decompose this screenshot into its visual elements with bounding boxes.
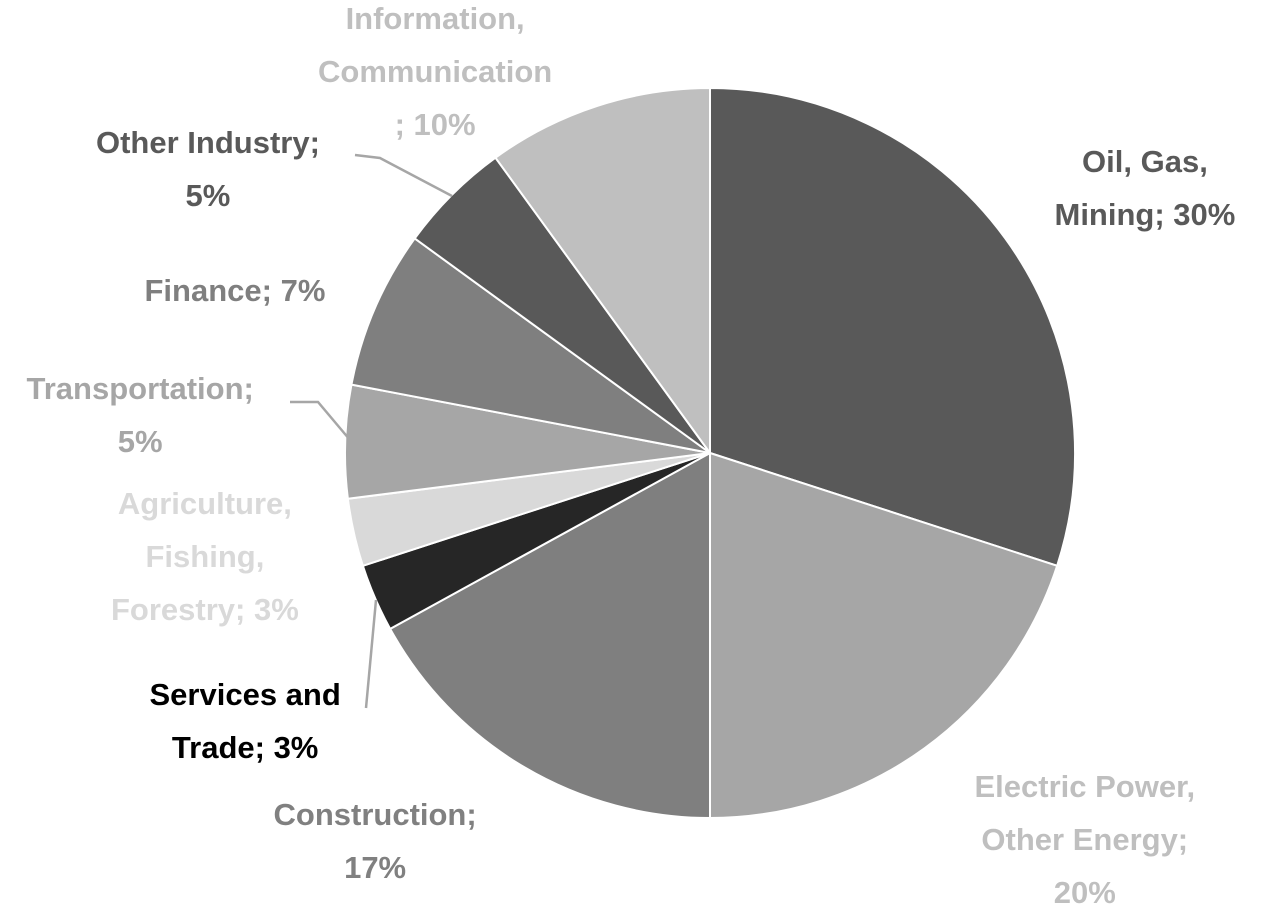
slice-label-line: Services and	[149, 677, 341, 712]
slice-label-construction: Construction; 17%	[274, 788, 477, 894]
slice-label-line: Trade; 3%	[171, 730, 319, 765]
slice-label-line: Other Industry;	[96, 125, 320, 160]
slice-label-line: 20%	[1053, 875, 1116, 910]
leader-line-other-industry	[354, 153, 453, 198]
slice-label-information-communication: Information, Communication ; 10%	[318, 0, 552, 151]
slice-label-line: 17%	[344, 850, 407, 885]
slice-label-agriculture-fishing-forestry: Agriculture, Fishing, Forestry; 3%	[111, 477, 299, 636]
slice-label-line: Other Energy;	[981, 822, 1189, 857]
slice-label-finance: Finance; 7%	[145, 264, 326, 317]
slice-label-line: Communication	[318, 54, 553, 89]
slice-label-line: Electric Power,	[974, 769, 1196, 804]
slice-label-line: Agriculture,	[117, 486, 292, 521]
pie-slices	[344, 86, 1076, 820]
slice-label-line: Information,	[345, 1, 525, 36]
leader-line-transportation	[290, 400, 351, 441]
slice-label-line: Construction;	[273, 797, 477, 832]
slice-label-services-and-trade: Services and Trade; 3%	[150, 668, 341, 774]
slice-label-line: Forestry; 3%	[111, 592, 299, 627]
leader-line-services-trade	[364, 599, 378, 709]
slice-label-electric-power-other-energy: Electric Power, Other Energy; 20%	[975, 760, 1196, 919]
slice-label-transportation: Transportation; 5%	[27, 362, 254, 468]
pie-slice-electric-power-other-energy	[709, 451, 1059, 820]
slice-label-line: Fishing,	[145, 539, 265, 574]
slice-label-line: Finance; 7%	[144, 273, 326, 308]
slice-label-line: 5%	[117, 424, 163, 459]
slice-label-line: Transportation;	[26, 371, 254, 406]
slice-label-oil-gas-mining: Oil, Gas, Mining; 30%	[1055, 135, 1236, 241]
slice-label-line: ; 10%	[394, 107, 476, 142]
pie-slice-information-communication	[494, 86, 711, 457]
slice-label-line: Oil, Gas,	[1082, 144, 1208, 179]
pie-slice-construction	[388, 451, 711, 820]
slice-label-other-industry: Other Industry; 5%	[96, 116, 320, 222]
leader-lines	[290, 153, 453, 709]
slice-label-line: 5%	[185, 178, 231, 213]
pie-slice-finance	[350, 237, 711, 454]
slice-label-line: Mining; 30%	[1054, 197, 1236, 232]
pie-slice-oil-gas-mining	[709, 86, 1076, 568]
